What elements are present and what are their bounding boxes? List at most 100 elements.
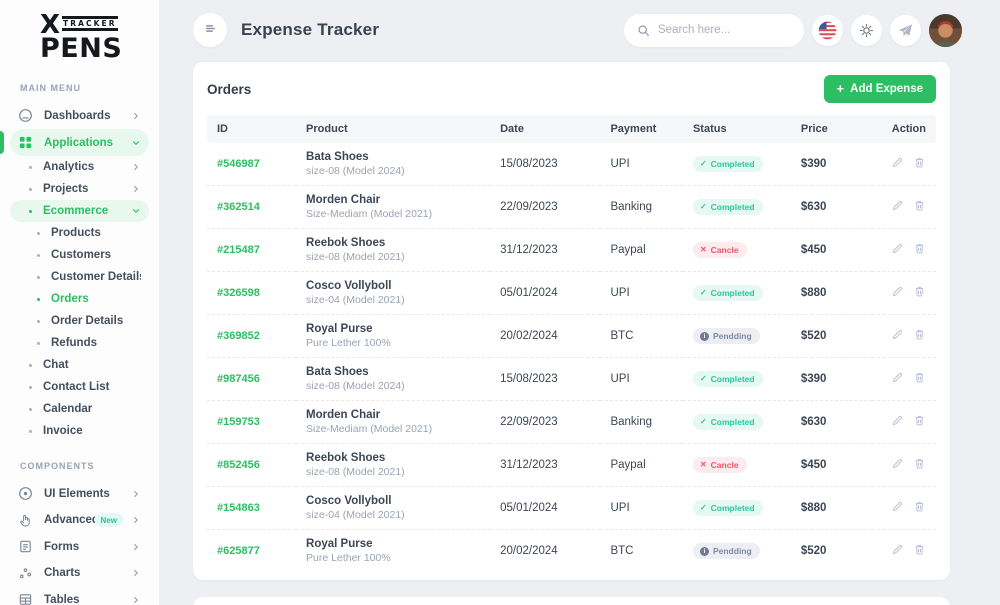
- sidebar-item-customers[interactable]: Customers: [10, 244, 149, 266]
- menu-section-label: COMPONENTS: [20, 461, 95, 472]
- bullet-dot-icon: [37, 275, 40, 279]
- sidebar-item-projects[interactable]: Projects: [10, 178, 149, 200]
- bullet-dot-icon: [29, 429, 32, 433]
- pencil-icon[interactable]: [891, 457, 904, 470]
- pencil-icon[interactable]: [891, 156, 904, 169]
- sidebar-item-label: Charts: [44, 567, 81, 580]
- trash-icon[interactable]: [913, 156, 926, 169]
- trash-icon[interactable]: [913, 199, 926, 212]
- order-id-link[interactable]: #546987: [217, 158, 260, 170]
- sidebar-item-ui-elements[interactable]: UI Elements: [10, 480, 149, 507]
- scatter-chart-icon: [18, 566, 33, 581]
- action-cell: [871, 271, 936, 315]
- order-id-link[interactable]: #369852: [207, 314, 297, 358]
- pencil-icon[interactable]: [891, 242, 904, 255]
- product-name: Morden Chair: [306, 194, 381, 206]
- language-button[interactable]: [812, 14, 843, 46]
- x-icon: ✕: [699, 460, 707, 469]
- sidebar-item-forms[interactable]: Forms: [10, 533, 149, 560]
- sidebar-item-refunds[interactable]: Refunds: [10, 332, 149, 354]
- chevron-right-icon: [131, 162, 141, 172]
- order-id-link[interactable]: #625877: [207, 529, 297, 572]
- sidebar-item-analytics[interactable]: Analytics: [10, 156, 149, 178]
- status-badge: ✓ Completed: [692, 199, 763, 215]
- status-cell: ✓ Completed: [682, 400, 791, 444]
- check-icon: ✓: [699, 288, 707, 297]
- menu-toggle-button[interactable]: [193, 13, 227, 47]
- pencil-icon[interactable]: [891, 199, 904, 212]
- logo-x-letter: X: [40, 10, 61, 40]
- pencil-icon[interactable]: [891, 371, 904, 384]
- trash-icon[interactable]: [913, 328, 926, 341]
- share-button[interactable]: [890, 14, 921, 46]
- sidebar-item-products[interactable]: Products: [10, 222, 149, 244]
- sidebar-item-calendar[interactable]: Calendar: [10, 398, 149, 420]
- sidebar-item-invoice[interactable]: Invoice: [10, 420, 149, 442]
- theme-toggle-button[interactable]: [851, 14, 882, 46]
- column-header-payment: Payment: [600, 115, 683, 143]
- sidebar-item-tables[interactable]: Tables: [10, 586, 149, 605]
- form-icon: [18, 539, 33, 554]
- status-cell: ✓ Completed: [683, 143, 791, 186]
- payment-method: UPI: [610, 158, 630, 170]
- add-expense-button[interactable]: + Add Expense: [823, 75, 936, 103]
- sidebar-item-chat[interactable]: Chat: [10, 354, 149, 376]
- sidebar-item-label: Invoice: [43, 425, 83, 438]
- payment-method: BTC: [600, 529, 683, 572]
- product-variant: size-08 (Model 2021): [306, 466, 405, 478]
- sidebar-item-ecommerce[interactable]: Ecommerce: [10, 200, 149, 223]
- trash-icon[interactable]: [913, 414, 926, 427]
- table-row: #326598 Cosco Vollyboll size-04 (Model 202…: [207, 271, 936, 315]
- order-date: 15/08/2023: [490, 357, 601, 401]
- info-icon: i: [699, 546, 709, 556]
- chevron-right-icon: [131, 595, 141, 605]
- sidebar-item-dashboards[interactable]: Dashboards: [10, 102, 149, 129]
- sidebar-item-label: Refunds: [51, 337, 97, 350]
- sidebar-item-advanced-ui[interactable]: Advanced UINew: [10, 507, 149, 534]
- user-avatar[interactable]: [929, 13, 962, 47]
- order-date: 22/09/2023: [490, 400, 601, 444]
- check-icon: ✓: [699, 159, 707, 168]
- sidebar-item-label: Orders: [51, 293, 89, 306]
- sidebar-item-order-details[interactable]: Order Details: [10, 310, 149, 332]
- brand-logo[interactable]: X TRACKER PENS: [0, 0, 159, 65]
- card-title: Orders: [207, 81, 252, 97]
- pencil-icon[interactable]: [891, 414, 904, 427]
- order-id-link[interactable]: #987456: [207, 357, 297, 401]
- trash-icon[interactable]: [913, 543, 926, 556]
- pencil-icon[interactable]: [891, 500, 904, 513]
- sidebar-item-applications[interactable]: Applications: [0, 129, 149, 157]
- action-cell: [871, 228, 936, 272]
- status-badge: ✓ Completed: [692, 156, 763, 172]
- order-id-link[interactable]: #852456: [207, 443, 297, 487]
- pencil-icon[interactable]: [891, 285, 904, 298]
- bullet-dot-icon: [29, 209, 32, 213]
- order-id-link[interactable]: #154863: [207, 486, 297, 530]
- order-id-link[interactable]: #326598: [207, 271, 297, 315]
- trash-icon[interactable]: [913, 500, 926, 513]
- pencil-icon[interactable]: [891, 328, 904, 341]
- order-id-link[interactable]: #215487: [207, 228, 297, 272]
- payment-method: UPI: [600, 357, 683, 401]
- sidebar-item-contact-list[interactable]: Contact List: [10, 376, 149, 398]
- pencil-icon[interactable]: [891, 543, 904, 556]
- order-id-link[interactable]: #159753: [207, 400, 297, 444]
- order-date: 15/08/2023: [500, 158, 558, 170]
- trash-icon[interactable]: [913, 285, 926, 298]
- grid-icon: [18, 135, 33, 150]
- sidebar-item-orders[interactable]: Orders: [10, 288, 149, 310]
- logo-pens-text: PENS: [40, 33, 123, 65]
- status-cell: ✓ Completed: [682, 271, 791, 315]
- add-expense-label: Add Expense: [850, 83, 923, 95]
- topbar: Expense Tracker: [160, 0, 1000, 47]
- sidebar-item-customer-details[interactable]: Customer Details: [10, 266, 149, 288]
- trash-icon[interactable]: [913, 457, 926, 470]
- trash-icon[interactable]: [913, 371, 926, 384]
- sidebar-item-label: Order Details: [51, 315, 124, 328]
- order-id-link[interactable]: #362514: [207, 185, 297, 229]
- trash-icon[interactable]: [913, 242, 926, 255]
- sidebar-item-charts[interactable]: Charts: [10, 560, 149, 587]
- search-input[interactable]: [658, 24, 791, 36]
- column-header-action: Action: [871, 115, 936, 143]
- column-header-price: Price: [790, 115, 872, 143]
